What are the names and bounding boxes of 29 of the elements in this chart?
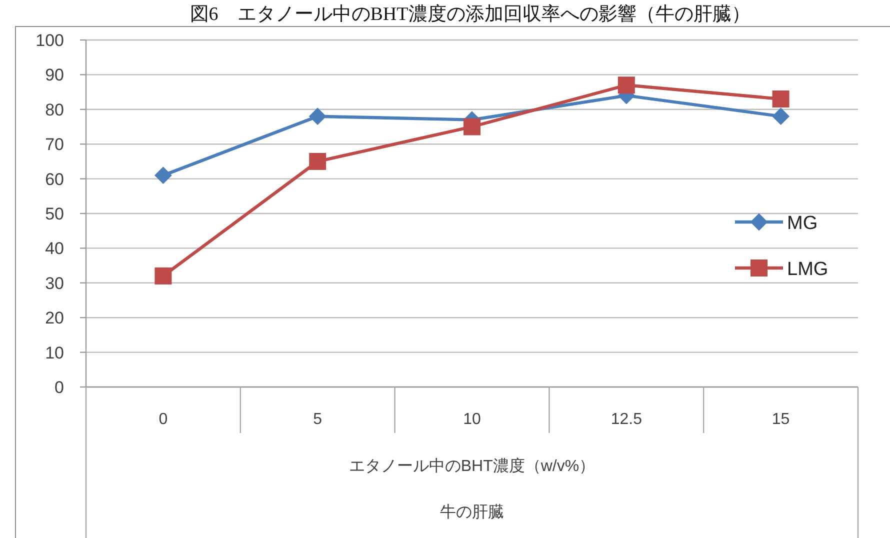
y-tick-label: 100 bbox=[36, 31, 64, 50]
point bbox=[464, 118, 480, 136]
x-axis-title: エタノール中のBHT濃度（w/v%） bbox=[348, 457, 596, 475]
x-tick-label: 15 bbox=[772, 411, 790, 428]
point bbox=[154, 166, 172, 184]
y-tick-label: 80 bbox=[45, 100, 64, 120]
x-tick-label: 0 bbox=[158, 411, 168, 428]
y-tick-label: 70 bbox=[45, 135, 64, 154]
point bbox=[309, 152, 326, 170]
legend-label: MG bbox=[787, 213, 818, 234]
y-tick-label: 90 bbox=[45, 66, 64, 85]
x-tick-label: 12.5 bbox=[610, 411, 642, 428]
point bbox=[154, 267, 172, 284]
y-tick-label: 20 bbox=[45, 308, 64, 328]
y-tick-label: 50 bbox=[45, 204, 64, 224]
point bbox=[772, 108, 790, 125]
y-tick-label: 60 bbox=[45, 170, 64, 189]
y-tick-label: 10 bbox=[45, 343, 64, 362]
point bbox=[772, 90, 790, 108]
point bbox=[618, 76, 635, 94]
y-tick-label: 0 bbox=[54, 378, 64, 397]
point bbox=[309, 108, 326, 125]
y-tick-label: 30 bbox=[45, 274, 64, 293]
chart-title: 図6 エタノール中のBHT濃度の添加回収率への影響（牛の肝臓） bbox=[190, 3, 750, 25]
y-tick-label: 40 bbox=[45, 239, 64, 258]
text: 牛の肝臓 bbox=[440, 503, 504, 521]
legend-label: LMG bbox=[787, 259, 828, 280]
x-tick-label: 5 bbox=[313, 411, 322, 428]
x-tick-label: 10 bbox=[463, 411, 481, 428]
